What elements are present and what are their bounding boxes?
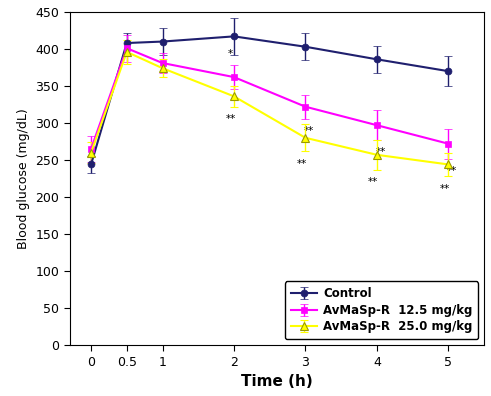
X-axis label: Time (h): Time (h) xyxy=(241,374,313,389)
Text: **: ** xyxy=(304,126,314,136)
Y-axis label: Blood glucose (mg/dL): Blood glucose (mg/dL) xyxy=(17,108,30,249)
Text: **: ** xyxy=(447,166,457,176)
Text: **: ** xyxy=(368,177,379,187)
Text: **: ** xyxy=(297,158,307,169)
Legend: Control, AvMaSp-R  12.5 mg/kg, AvMaSp-R  25.0 mg/kg: Control, AvMaSp-R 12.5 mg/kg, AvMaSp-R 2… xyxy=(285,281,478,339)
Text: **: ** xyxy=(225,114,236,124)
Text: **: ** xyxy=(375,147,385,158)
Text: **: ** xyxy=(439,184,450,194)
Text: *: * xyxy=(228,50,233,59)
